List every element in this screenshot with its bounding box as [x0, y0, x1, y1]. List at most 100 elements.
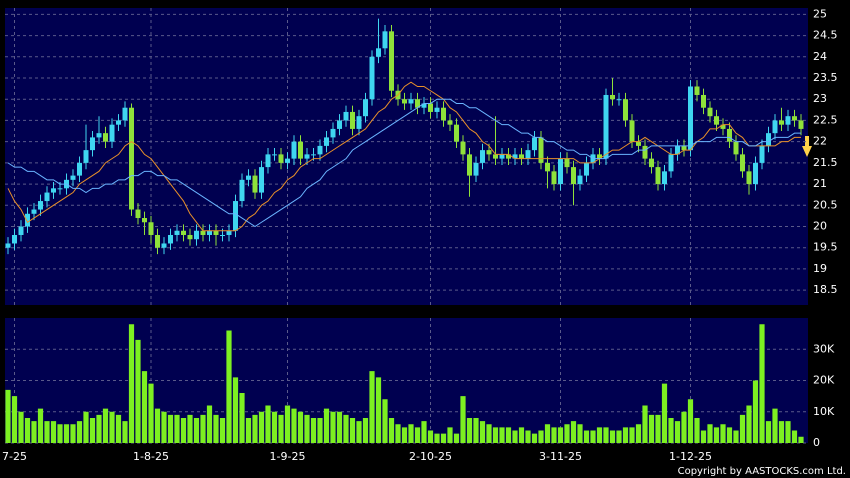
volume-bar: [167, 414, 174, 443]
volume-bar: [642, 405, 648, 443]
volume-bar: [564, 424, 570, 443]
candle-body: [779, 120, 784, 125]
candle-body: [285, 158, 290, 163]
volume-bar: [148, 383, 154, 443]
candle-body: [77, 162, 82, 176]
candle-body: [226, 230, 232, 235]
candle-body: [714, 116, 719, 125]
candle-body: [746, 171, 752, 185]
candle-body: [356, 116, 362, 129]
candle-body: [623, 99, 628, 121]
candle-body: [44, 192, 50, 202]
y-tick-label: 25: [813, 7, 827, 20]
volume-bar: [765, 421, 772, 443]
y-tick-label: 20K: [813, 374, 835, 387]
candle-body: [369, 56, 375, 100]
volume-bar: [5, 389, 11, 443]
candle-body: [428, 103, 433, 112]
volume-bar: [778, 421, 785, 443]
candle-body: [278, 154, 284, 163]
candle-body: [343, 111, 349, 121]
x-tick-label: 1-9-25: [270, 450, 306, 463]
candle-body: [304, 154, 310, 159]
candle-body: [473, 162, 479, 176]
volume-bar: [590, 430, 596, 443]
candle-body: [103, 133, 108, 142]
candle-body: [564, 158, 570, 168]
moving-average: [7, 81, 801, 232]
candle-body: [740, 154, 745, 172]
volume-bar: [648, 414, 655, 443]
volume-bar: [791, 430, 798, 443]
candle-body: [317, 145, 323, 155]
y-tick-label: 18.5: [813, 283, 838, 296]
candle-body: [707, 107, 713, 117]
volume-bar: [388, 418, 395, 443]
candle-body: [298, 141, 303, 159]
candle-body: [148, 222, 154, 235]
volume-bar: [161, 411, 167, 443]
y-tick-label: 21: [813, 177, 827, 190]
volume-bar: [102, 408, 109, 443]
volume-bar: [128, 324, 135, 443]
candle-body: [454, 124, 459, 142]
candle-body: [675, 145, 680, 155]
volume-bar: [746, 405, 752, 443]
volume-bar: [687, 399, 694, 443]
volume-bar: [408, 424, 414, 443]
candle-body: [376, 48, 381, 57]
candle-body: [25, 213, 30, 227]
candle-body: [155, 234, 160, 248]
candle-body: [694, 86, 700, 95]
candle-body: [447, 120, 453, 125]
y-tick-label: 21.5: [813, 156, 838, 169]
candle-body: [324, 137, 329, 146]
volume-bar: [752, 380, 759, 443]
volume-bar: [668, 418, 674, 443]
candle-body: [662, 171, 667, 185]
volume-bar: [252, 414, 258, 443]
volume-bar: [479, 421, 486, 443]
candle-body: [168, 234, 173, 244]
volume-bar: [76, 421, 83, 443]
volume-bar: [226, 330, 232, 443]
volume-bar: [681, 411, 687, 443]
candle-body: [259, 167, 264, 193]
volume-bar: [336, 411, 343, 443]
volume-bar: [785, 421, 791, 443]
volume-bar: [265, 405, 271, 443]
volume-bar: [271, 411, 278, 443]
candle-body: [187, 234, 193, 240]
volume-bar: [278, 414, 284, 443]
candle-body: [584, 162, 589, 176]
volume-bar: [291, 408, 297, 443]
candle-body: [38, 201, 43, 210]
volume-bar: [232, 377, 239, 443]
volume-bar: [154, 408, 161, 443]
volume-bar: [739, 414, 746, 443]
volume-bar: [414, 427, 421, 443]
candle-body: [603, 94, 609, 159]
y-tick-label: 24: [813, 50, 827, 63]
volume-bar: [421, 421, 427, 443]
volume-bar: [258, 411, 265, 443]
volume-bar: [525, 430, 531, 443]
x-tick-label: 1-12-25: [669, 450, 712, 463]
volume-bar: [512, 430, 518, 443]
volume-bar: [401, 427, 408, 443]
candle-body: [597, 154, 602, 159]
candle-body: [486, 150, 492, 155]
y-tick-label: 23.5: [813, 71, 838, 84]
volume-bar: [187, 414, 193, 443]
candle-body: [571, 167, 576, 185]
volume-bar: [596, 427, 603, 443]
candle-body: [109, 124, 115, 142]
volume-bar: [310, 418, 317, 443]
candle-body: [239, 179, 245, 202]
copyright: Copyright by AASTOCKS.com Ltd.: [678, 466, 846, 477]
candle-body: [129, 107, 134, 210]
volume-bar: [245, 418, 252, 443]
candle-body: [12, 234, 17, 244]
candle-body: [441, 107, 446, 121]
volume-bar: [772, 408, 778, 443]
